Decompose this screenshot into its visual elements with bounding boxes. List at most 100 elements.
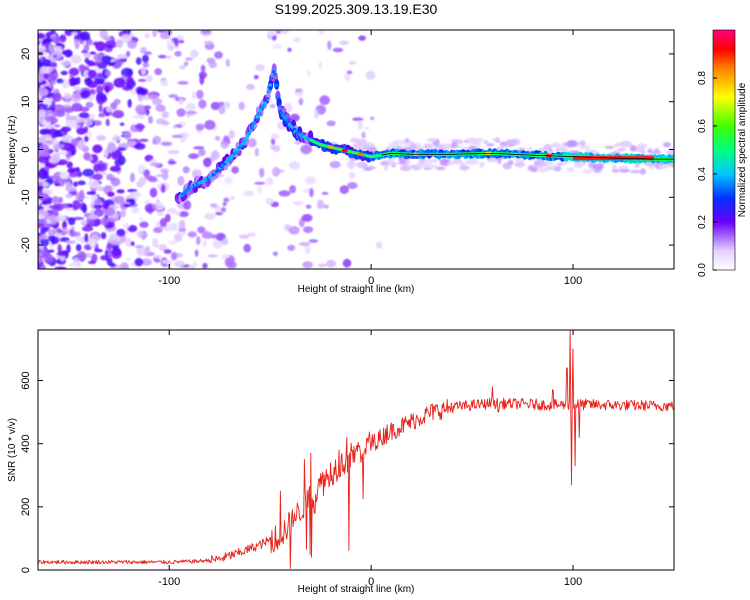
spectrogram-noise-blob <box>287 47 292 52</box>
spectrogram-noise-blob <box>97 61 107 70</box>
spectrogram-noise-blob <box>358 35 366 41</box>
spectrogram-noise-blob <box>202 262 208 269</box>
spectrogram-noise-blob <box>81 220 88 226</box>
spectrogram-noise-blob <box>198 148 206 157</box>
spectrogram-noise-blob <box>168 240 178 245</box>
spectrogram-noise-blob <box>82 203 87 214</box>
spectrogram-noise-blob <box>161 226 169 230</box>
spectrogram-noise-blob <box>84 135 89 143</box>
spectrogram-noise-blob <box>247 138 257 148</box>
spectrogram-noise-blob <box>89 51 97 55</box>
spectrogram-noise-blob <box>160 141 173 147</box>
spectrogram-noise-blob <box>139 221 149 228</box>
spectrogram-noise-blob <box>44 37 53 43</box>
spectrogram-noise-blob <box>104 85 110 94</box>
spectrogram-noise-blob <box>294 141 301 145</box>
spectrogram-ridge-core <box>244 138 248 142</box>
spectrogram-noise-blob <box>39 67 47 75</box>
spectrogram-haze-blob <box>387 161 398 166</box>
spectrogram-noise-blob <box>124 238 133 247</box>
spectrogram-haze-blob <box>367 165 376 170</box>
spectrogram-noise-blob <box>48 43 54 53</box>
spectrogram-noise-blob <box>61 50 73 56</box>
spectrogram-noise-blob <box>106 44 113 48</box>
spectrogram-ridge-core <box>268 83 273 87</box>
spectrogram-noise-blob <box>139 217 144 221</box>
spectrogram-noise-blob <box>326 120 336 127</box>
spectrogram-noise-blob <box>67 168 75 174</box>
spectrogram-haze-blob <box>539 147 545 152</box>
spectrogram-noise-blob <box>47 210 52 214</box>
spectrogram-noise-blob <box>272 145 281 152</box>
spectrogram-noise-blob <box>218 101 225 107</box>
spectrogram-noise-blob <box>109 177 117 182</box>
spectrogram-noise-blob <box>309 187 314 198</box>
spectrogram-noise-blob <box>270 133 280 140</box>
spectrogram-noise-blob <box>63 107 75 113</box>
spectrogram-noise-blob <box>177 175 185 186</box>
spectrogram-noise-blob <box>220 141 229 149</box>
spectrogram-haze-blob <box>452 158 463 165</box>
spectrogram-noise-blob <box>40 234 48 240</box>
spectrogram-noise-blob <box>203 40 214 46</box>
spectrogram-noise-blob <box>196 89 204 100</box>
spectrogram-noise-blob <box>363 126 370 130</box>
spectrogram-noise-blob <box>54 266 67 269</box>
snr-xlabel: Height of straight line (km) <box>298 584 415 595</box>
spectrogram-noise-blob <box>293 201 304 206</box>
spectrogram-ylabel: Frequency (Hz) <box>7 116 18 185</box>
spectrogram-noise-blob <box>56 78 64 84</box>
spectrogram-ridge-core <box>261 103 266 108</box>
spectrogram-noise-blob <box>278 190 291 197</box>
spectrogram-noise-blob <box>256 186 263 194</box>
spectrogram-noise-blob <box>110 102 118 110</box>
snr-ytick-label-3: 600 <box>20 371 32 389</box>
spectrogram-noise-blob <box>103 36 112 41</box>
spectrogram-noise-blob <box>134 143 146 150</box>
spectrogram-noise-blob <box>109 165 121 172</box>
spectrogram-noise-blob <box>167 150 180 155</box>
spectrogram-ytick-label-3: -10 <box>20 189 32 205</box>
spectrogram-haze-blob <box>451 141 458 149</box>
spectrogram-noise-blob <box>56 258 61 264</box>
spectrogram-noise-blob <box>130 207 140 214</box>
spectrogram-noise-blob <box>84 126 89 134</box>
spectrogram-noise-blob <box>56 216 63 222</box>
spectrogram-noise-blob <box>152 238 159 248</box>
spectrogram-noise-blob <box>298 97 304 106</box>
spectrogram-noise-blob <box>116 54 127 58</box>
spectrogram-noise-blob <box>223 101 231 109</box>
spectrogram-haze-blob <box>629 170 641 174</box>
spectrogram-noise-blob <box>102 200 110 210</box>
spectrogram-noise-blob <box>49 175 61 179</box>
spectrogram-noise-blob <box>52 92 62 102</box>
spectrogram-noise-blob <box>174 50 182 57</box>
spectrogram-noise-blob <box>344 71 351 82</box>
spectrogram-noise-blob <box>82 168 95 177</box>
spectrogram-noise-blob <box>69 74 75 78</box>
spectrogram-haze-blob <box>622 142 633 148</box>
spectrogram-noise-blob <box>348 60 357 65</box>
spectrogram-haze-blob <box>356 161 368 169</box>
spectrogram-noise-blob <box>141 66 146 76</box>
spectrogram-noise-blob <box>188 153 200 160</box>
spectrogram-noise-blob <box>342 258 352 268</box>
spectrogram-noise-blob <box>375 241 383 249</box>
spectrogram-noise-blob <box>119 122 125 126</box>
spectrogram-noise-blob <box>329 161 341 169</box>
spectrogram-noise-blob <box>171 134 183 138</box>
spectrogram-noise-blob <box>76 140 86 150</box>
spectrogram-noise-blob <box>127 40 137 49</box>
spectrogram-noise-blob <box>65 186 77 192</box>
spectrogram-noise-blob <box>97 186 105 192</box>
spectrogram-noise-blob <box>83 152 91 161</box>
snr-series-line <box>38 330 674 569</box>
spectrogram-noise-blob <box>192 90 196 101</box>
spectrogram-noise-blob <box>146 74 153 83</box>
spectrogram-ridge-core <box>258 109 263 113</box>
spectrogram-xtick-label-0: -100 <box>158 275 180 287</box>
snr-xtick-label-2: 100 <box>564 576 582 588</box>
spectrogram-haze-blob <box>618 165 629 171</box>
spectrogram-noise-blob <box>280 30 290 35</box>
spectrogram-noise-blob <box>195 123 204 131</box>
